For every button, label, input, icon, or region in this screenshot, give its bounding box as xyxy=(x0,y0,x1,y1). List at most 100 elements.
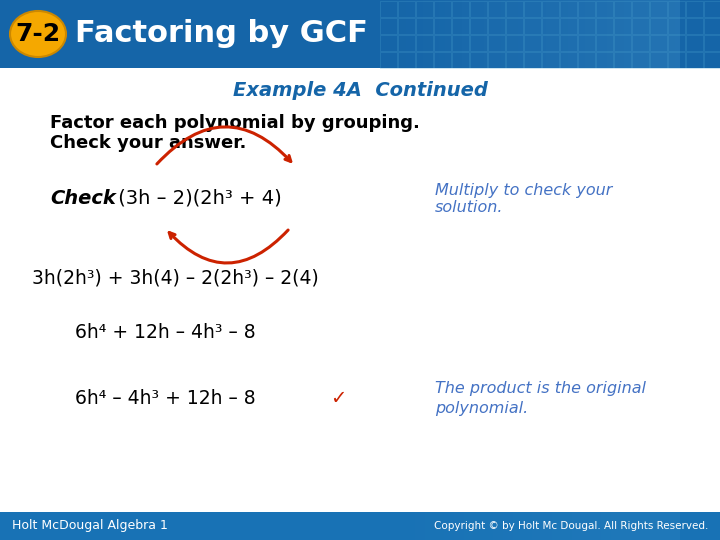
Bar xyxy=(408,512,409,540)
Bar xyxy=(645,512,646,540)
Bar xyxy=(639,512,640,540)
Bar xyxy=(550,512,551,540)
Bar xyxy=(472,512,473,540)
Bar xyxy=(432,0,433,68)
Bar xyxy=(587,512,588,540)
Bar xyxy=(455,0,456,68)
Bar xyxy=(509,512,510,540)
Bar xyxy=(488,52,505,68)
Bar xyxy=(397,512,398,540)
Bar xyxy=(512,512,513,540)
Bar xyxy=(651,0,652,68)
Text: 6h⁴ + 12h – 4h³ – 8: 6h⁴ + 12h – 4h³ – 8 xyxy=(75,323,256,342)
Bar xyxy=(472,0,473,68)
Bar xyxy=(412,512,413,540)
Bar xyxy=(704,35,720,51)
Bar xyxy=(399,0,400,68)
Bar xyxy=(499,0,500,68)
Bar xyxy=(451,0,452,68)
Bar xyxy=(436,512,437,540)
Bar xyxy=(563,512,564,540)
Bar xyxy=(386,512,387,540)
Bar xyxy=(431,0,432,68)
Bar xyxy=(418,0,419,68)
Text: polynomial.: polynomial. xyxy=(435,401,528,415)
Bar xyxy=(589,512,590,540)
Text: Example 4A  Continued: Example 4A Continued xyxy=(233,80,487,99)
Bar xyxy=(532,512,533,540)
Bar xyxy=(591,0,592,68)
Bar xyxy=(493,512,494,540)
Bar xyxy=(457,0,458,68)
Bar xyxy=(383,512,384,540)
Bar xyxy=(415,0,416,68)
Bar xyxy=(585,0,586,68)
Bar xyxy=(515,0,516,68)
Bar xyxy=(500,512,501,540)
Bar xyxy=(627,0,628,68)
Bar xyxy=(434,52,451,68)
Bar xyxy=(394,0,395,68)
Bar xyxy=(381,512,382,540)
Bar xyxy=(536,512,537,540)
Bar xyxy=(446,0,447,68)
Bar xyxy=(418,512,419,540)
Bar xyxy=(567,512,568,540)
Bar xyxy=(471,0,472,68)
Bar xyxy=(601,512,602,540)
Bar xyxy=(596,52,613,68)
Bar xyxy=(593,512,594,540)
Bar xyxy=(653,512,654,540)
Bar xyxy=(468,512,469,540)
Bar xyxy=(679,0,680,68)
Bar xyxy=(414,0,415,68)
Bar xyxy=(487,0,488,68)
Bar xyxy=(428,512,429,540)
Bar xyxy=(549,0,550,68)
Bar xyxy=(650,512,651,540)
Bar xyxy=(485,0,486,68)
Bar xyxy=(505,512,506,540)
Text: Factor each polynomial by grouping.: Factor each polynomial by grouping. xyxy=(50,114,420,132)
Bar xyxy=(494,512,495,540)
Bar xyxy=(453,512,454,540)
Bar xyxy=(445,512,446,540)
Bar xyxy=(624,512,625,540)
Bar xyxy=(616,0,617,68)
Bar xyxy=(488,35,505,51)
Bar xyxy=(392,512,393,540)
Bar xyxy=(608,0,609,68)
Bar xyxy=(481,512,482,540)
Bar xyxy=(441,512,442,540)
Bar xyxy=(539,512,540,540)
Bar xyxy=(584,512,585,540)
Bar xyxy=(414,512,415,540)
Bar xyxy=(454,0,455,68)
Bar xyxy=(490,0,491,68)
Bar xyxy=(408,0,409,68)
Text: (3h – 2)(2h³ + 4): (3h – 2)(2h³ + 4) xyxy=(112,188,282,207)
Bar xyxy=(606,0,607,68)
Bar xyxy=(522,512,523,540)
Bar xyxy=(618,0,619,68)
Bar xyxy=(598,512,599,540)
Bar xyxy=(670,512,671,540)
Bar xyxy=(665,512,666,540)
Bar xyxy=(576,512,577,540)
Bar xyxy=(506,0,507,68)
Bar xyxy=(614,52,631,68)
Bar xyxy=(650,0,651,68)
Bar xyxy=(416,35,433,51)
Text: The product is the original: The product is the original xyxy=(435,381,646,396)
Text: Factoring by GCF: Factoring by GCF xyxy=(75,19,368,49)
Bar xyxy=(637,0,638,68)
Bar xyxy=(441,0,442,68)
Bar xyxy=(566,0,567,68)
Bar xyxy=(540,512,541,540)
Bar xyxy=(452,0,453,68)
Bar xyxy=(469,512,470,540)
Bar xyxy=(665,0,666,68)
Bar xyxy=(510,0,511,68)
Bar xyxy=(497,512,498,540)
Bar xyxy=(476,512,477,540)
